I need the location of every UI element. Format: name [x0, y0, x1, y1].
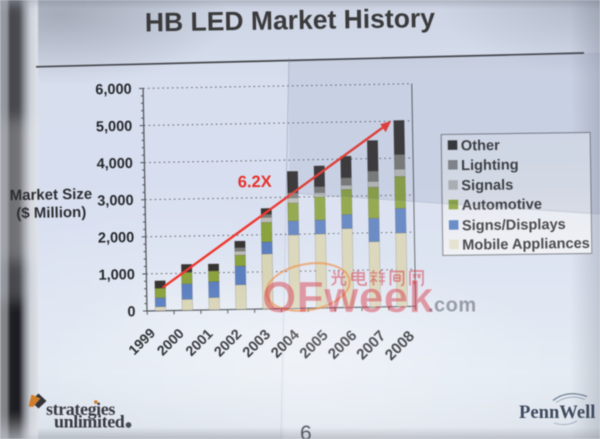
svg-text:5,000: 5,000	[96, 119, 133, 136]
svg-text:3,000: 3,000	[97, 193, 134, 210]
svg-text:4,000: 4,000	[96, 156, 133, 173]
svg-text:PennWell: PennWell	[519, 402, 595, 423]
svg-text:.com: .com	[428, 295, 477, 317]
svg-text:Mobile Appliances: Mobile Appliances	[462, 236, 590, 254]
svg-text:($ Million): ($ Million)	[16, 204, 86, 222]
svg-text:OFweek: OFweek	[262, 273, 434, 322]
svg-text:6: 6	[300, 422, 312, 439]
svg-text:Lighting: Lighting	[461, 157, 519, 174]
svg-text:2,000: 2,000	[98, 230, 135, 247]
svg-text:unlimited: unlimited	[54, 412, 125, 432]
svg-text:Other: Other	[461, 138, 500, 155]
svg-text:1,000: 1,000	[98, 267, 135, 284]
svg-text:Signals: Signals	[461, 178, 513, 195]
svg-text:6,000: 6,000	[95, 82, 132, 99]
svg-text:Signs/Displays: Signs/Displays	[462, 217, 566, 234]
svg-text:strategies: strategies	[46, 399, 115, 419]
svg-text:HB LED Market History: HB LED Market History	[145, 3, 436, 38]
svg-text:6.2X: 6.2X	[238, 173, 272, 192]
svg-text:Market Size: Market Size	[10, 186, 93, 204]
svg-text:Automotive: Automotive	[462, 197, 542, 214]
